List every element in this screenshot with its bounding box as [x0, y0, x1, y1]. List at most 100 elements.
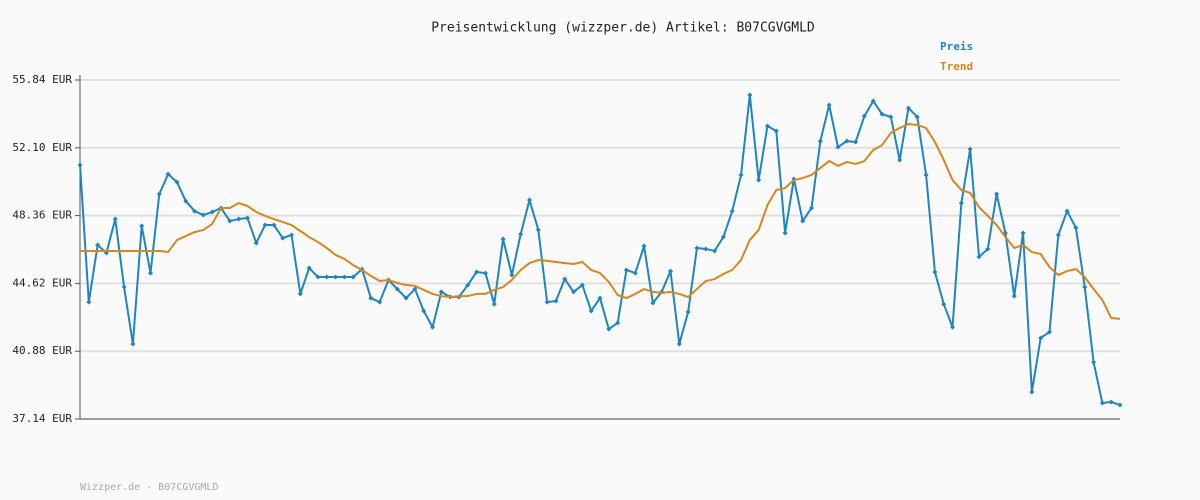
point-marker: [782, 230, 788, 236]
point-marker: [923, 172, 929, 178]
point-marker: [1011, 293, 1017, 299]
point-marker: [588, 308, 594, 314]
point-marker: [315, 274, 321, 280]
point-marker: [253, 240, 259, 246]
point-marker: [438, 289, 444, 295]
point-marker: [121, 284, 127, 290]
point-marker: [941, 301, 947, 307]
point-marker: [130, 341, 136, 347]
point-marker: [526, 197, 532, 203]
y-tick-label: 52.10 EUR: [12, 141, 72, 154]
point-marker: [597, 295, 603, 301]
y-tick-label: 37.14 EUR: [12, 412, 72, 425]
point-marker: [297, 291, 303, 297]
point-marker: [341, 274, 347, 280]
point-marker: [95, 242, 101, 248]
point-marker: [879, 111, 885, 117]
point-marker: [518, 231, 524, 237]
point-marker: [227, 218, 233, 224]
point-marker: [377, 299, 383, 305]
point-marker: [1082, 284, 1088, 290]
point-marker: [817, 138, 823, 144]
point-marker: [685, 309, 691, 315]
y-tick-label: 44.62 EUR: [12, 276, 72, 289]
point-marker: [932, 269, 938, 275]
point-marker: [430, 324, 436, 330]
point-marker: [985, 246, 991, 252]
point-marker: [1029, 389, 1035, 395]
point-marker: [403, 295, 409, 301]
point-marker: [491, 301, 497, 307]
line: [80, 123, 1121, 320]
point-marker: [623, 267, 629, 273]
point-marker: [368, 295, 374, 301]
point-marker: [165, 171, 171, 177]
point-marker: [156, 191, 162, 197]
point-marker: [729, 208, 735, 214]
y-tick-label: 40.88 EUR: [12, 344, 72, 357]
point-marker: [1064, 208, 1070, 214]
point-marker: [192, 208, 198, 214]
point-marker: [139, 223, 145, 229]
point-marker: [421, 308, 427, 314]
point-marker: [183, 198, 189, 204]
point-marker: [77, 162, 83, 168]
point-marker: [826, 102, 832, 108]
point-marker: [676, 341, 682, 347]
point-marker: [1108, 399, 1114, 405]
point-marker: [1091, 359, 1097, 365]
point-marker: [306, 265, 312, 271]
point-marker: [897, 157, 903, 163]
point-marker: [712, 248, 718, 254]
point-marker: [112, 216, 118, 222]
point-marker: [280, 235, 286, 241]
point-marker: [1099, 400, 1105, 406]
point-marker: [333, 274, 339, 280]
y-tick-label: 55.84 EUR: [12, 73, 72, 86]
point-marker: [976, 254, 982, 260]
point-marker: [967, 146, 973, 152]
point-marker: [562, 276, 568, 282]
point-marker: [606, 326, 612, 332]
point-marker: [394, 286, 400, 292]
point-marker: [905, 105, 911, 111]
point-marker: [738, 172, 744, 178]
point-marker: [1055, 232, 1061, 238]
point-marker: [615, 320, 621, 326]
footer: Wizzper.de - B07CGVGMLD: [80, 482, 218, 493]
point-marker: [809, 205, 815, 211]
point-marker: [350, 274, 356, 280]
point-marker: [668, 268, 674, 274]
point-marker: [950, 324, 956, 330]
point-marker: [262, 222, 268, 228]
point-marker: [853, 139, 859, 145]
point-marker: [703, 246, 709, 252]
point-marker: [861, 113, 867, 119]
point-marker: [236, 216, 242, 222]
point-marker: [174, 179, 180, 185]
point-marker: [474, 269, 480, 275]
point-marker: [747, 92, 753, 98]
point-marker: [271, 222, 277, 228]
point-marker: [1073, 225, 1079, 231]
line: [79, 94, 1121, 406]
point-marker: [844, 138, 850, 144]
point-marker: [888, 114, 894, 120]
point-marker: [244, 215, 250, 221]
point-marker: [86, 299, 92, 305]
point-marker: [544, 299, 550, 305]
point-marker: [914, 114, 920, 120]
point-marker: [509, 272, 515, 278]
point-marker: [571, 289, 577, 295]
point-marker: [1046, 329, 1052, 335]
point-marker: [800, 218, 806, 224]
point-marker: [764, 123, 770, 129]
point-marker: [535, 227, 541, 233]
point-marker: [412, 286, 418, 292]
point-marker: [500, 236, 506, 242]
y-tick-label: 48.36 EUR: [12, 209, 72, 222]
point-marker: [958, 200, 964, 206]
point-marker: [641, 243, 647, 249]
legend-label: Preis: [940, 40, 973, 53]
